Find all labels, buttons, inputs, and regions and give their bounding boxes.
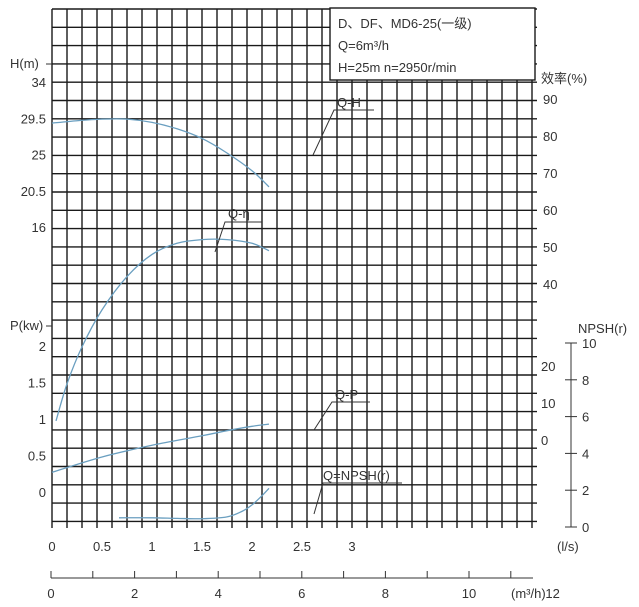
q-eff-label: Q-η [228, 206, 250, 221]
q-ls-tick-label: 2 [248, 539, 255, 554]
p-tick-label: 0 [39, 485, 46, 500]
npsh-tick-label: 6 [582, 410, 589, 425]
q-p-curve [51, 423, 270, 473]
q-m3-tick-label: 6 [298, 586, 305, 601]
q-m3-tick-label: 0 [47, 586, 54, 601]
q-p-leader [313, 401, 370, 431]
q-p-label: Q-P [335, 387, 358, 402]
h-tick-label: 25 [32, 148, 46, 163]
axis-marks [46, 63, 577, 579]
q-ls-tick-label: 0 [48, 539, 55, 554]
chart-curves [51, 118, 270, 520]
npsh-tick-label: 4 [582, 446, 589, 461]
eff-tick-label: 50 [543, 240, 557, 255]
q-ls-tick-label: 0.5 [93, 539, 111, 554]
p-tick-label: 1 [39, 412, 46, 427]
q-ls-unit-label: (l/s) [557, 539, 579, 554]
eff-tick-label: 40 [543, 277, 557, 292]
eff-tick-label: 70 [543, 166, 557, 181]
q-eff-curve [55, 238, 270, 422]
title-line-2: Q=6m³/h [338, 38, 389, 53]
eff-tick-label: 80 [543, 129, 557, 144]
npsh-tick-label: 10 [582, 336, 596, 351]
q-m3-tick-label: 10 [462, 586, 476, 601]
eff-axis-label: 效率(%) [541, 71, 587, 86]
title-line-1: D、DF、MD6-25(一级) [338, 16, 472, 31]
p-axis-label: P(kw) [10, 318, 43, 333]
h-tick-label: 29.5 [21, 111, 46, 126]
q-m3-tick-label: 8 [382, 586, 389, 601]
q-h-curve [51, 118, 270, 188]
eff-low-tick-label: 10 [541, 396, 555, 411]
title-line-3: H=25m n=2950r/min [338, 60, 457, 75]
p-tick-label: 1.5 [28, 376, 46, 391]
title-box [329, 7, 536, 81]
q-ls-tick-label: 1.5 [193, 539, 211, 554]
q-m3-tick-label: 2 [131, 586, 138, 601]
eff-low-tick-label: 20 [541, 359, 555, 374]
q-npsh-label: Q=NPSH(r) [323, 468, 390, 483]
q-npsh-curve [118, 487, 270, 520]
eff-tick-label: 60 [543, 203, 557, 218]
q-eff-leader [214, 221, 262, 253]
q-h-label: Q-H [337, 95, 361, 110]
eff-low-tick-label: 0 [541, 433, 548, 448]
h-tick-label: 34 [32, 75, 46, 90]
q-m3-unit-label: (m³/h) [511, 586, 546, 601]
q-ls-tick-label: 1 [148, 539, 155, 554]
h-tick-label: 16 [32, 220, 46, 235]
h-axis-label: H(m) [10, 56, 39, 71]
q-m3-tick-label: 12 [545, 586, 559, 601]
npsh-axis-label: NPSH(r) [578, 321, 627, 336]
q-ls-tick-label: 2.5 [293, 539, 311, 554]
p-tick-label: 0.5 [28, 449, 46, 464]
npsh-tick-label: 8 [582, 373, 589, 388]
p-tick-label: 2 [39, 339, 46, 354]
q-h-leader [312, 109, 374, 156]
npsh-tick-label: 2 [582, 483, 589, 498]
q-npsh-leader [313, 482, 402, 515]
q-ls-tick-label: 3 [348, 539, 355, 554]
chart-grid [51, 8, 537, 528]
npsh-tick-label: 0 [582, 520, 589, 535]
curve-leaders: Q-H Q-η Q-P Q=NPSH(r) [214, 95, 402, 515]
q-m3-tick-label: 4 [215, 586, 222, 601]
eff-tick-label: 90 [543, 92, 557, 107]
tick-labels: 3429.52520.51621.510.5090807060504020100… [21, 75, 597, 601]
h-tick-label: 20.5 [21, 184, 46, 199]
